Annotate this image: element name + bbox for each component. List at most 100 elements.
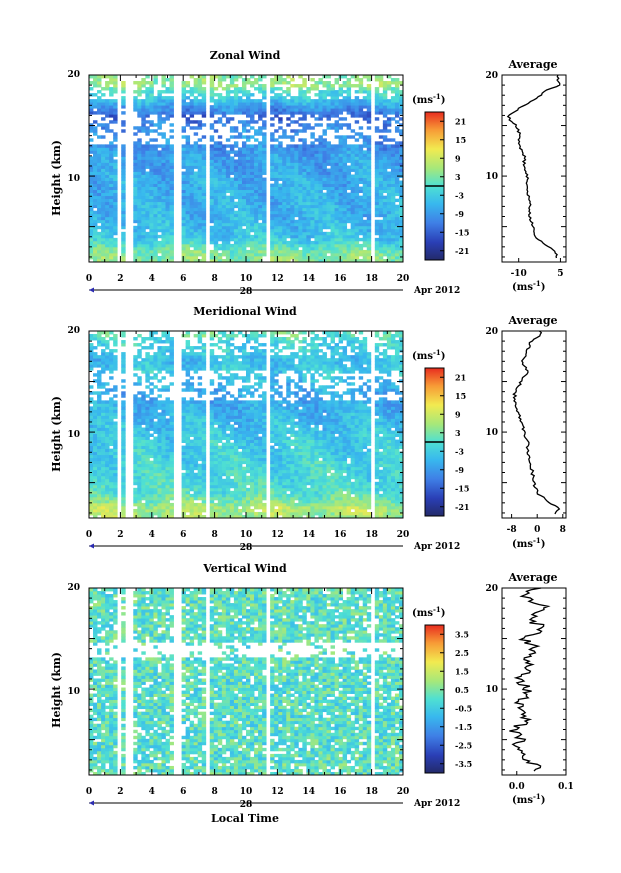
heatmap-cell — [161, 430, 166, 434]
heatmap-cell — [394, 219, 400, 224]
heatmap-cell — [362, 159, 368, 163]
heatmap-cell — [133, 180, 138, 184]
heatmap-cell — [378, 246, 384, 251]
heatmap-cell — [374, 225, 380, 230]
heatmap-cell — [193, 427, 199, 431]
heatmap-cell — [97, 171, 102, 175]
heatmap-cell — [330, 210, 335, 215]
heatmap-cell — [217, 165, 223, 169]
heatmap-cell — [246, 90, 251, 94]
heatmap-cell — [290, 204, 295, 209]
heatmap-cell — [165, 162, 170, 166]
heatmap-cell — [306, 177, 311, 181]
heatmap-cell — [330, 192, 335, 197]
heatmap-cell — [290, 159, 295, 163]
heatmap-cell — [241, 90, 247, 94]
heatmap-cell — [193, 213, 199, 218]
heatmap-cell — [217, 141, 223, 145]
heatmap-cell — [185, 213, 191, 218]
heatmap-cell — [137, 463, 142, 468]
heatmap-cell — [145, 105, 150, 109]
heatmap-cell — [157, 442, 162, 447]
heatmap-cell — [161, 496, 166, 501]
heatmap-cell — [197, 448, 203, 453]
heatmap-cell — [390, 231, 396, 236]
heatmap-cell — [185, 111, 191, 115]
heatmap-cell — [294, 84, 299, 88]
heatmap-cell — [298, 192, 303, 197]
heatmap-cell — [121, 213, 126, 218]
heatmap-cell — [197, 252, 203, 257]
heatmap-cell — [338, 135, 344, 139]
heatmap-cell — [258, 114, 263, 118]
heatmap-cell — [237, 135, 243, 139]
heatmap-cell — [221, 249, 227, 254]
heatmap-cell — [282, 195, 287, 200]
heatmap-cell — [113, 135, 118, 139]
heatmap-cell — [246, 216, 251, 221]
heatmap-cell — [362, 162, 368, 166]
heatmap-cell — [105, 180, 110, 184]
heatmap-cell — [386, 150, 392, 154]
heatmap-cell — [213, 186, 219, 191]
heatmap-cell — [241, 234, 247, 239]
heatmap-cell — [97, 481, 102, 486]
heatmap-cell — [233, 246, 239, 251]
heatmap-cell — [169, 195, 174, 200]
heatmap-cell — [366, 75, 372, 79]
heatmap-cell — [121, 219, 126, 224]
heatmap-cell — [101, 370, 106, 374]
heatmap-cell — [197, 511, 203, 516]
heatmap-cell — [378, 189, 384, 194]
heatmap-cell — [165, 198, 170, 203]
heatmap-cell — [141, 427, 146, 431]
heatmap-cell — [310, 141, 315, 145]
x-tick-label: -10 — [511, 269, 527, 279]
heatmap-cell — [153, 111, 158, 115]
heatmap-cell — [145, 364, 150, 368]
heatmap-cell — [262, 207, 267, 212]
heatmap-cell — [294, 156, 299, 160]
heatmap-cell — [282, 258, 287, 263]
heatmap-cell — [109, 114, 114, 118]
heatmap-cell — [149, 93, 154, 97]
heatmap-cell — [101, 201, 106, 206]
heatmap-cell — [246, 195, 251, 200]
heatmap-cell — [101, 463, 106, 468]
heatmap-cell — [346, 186, 352, 191]
heatmap-cell — [141, 180, 146, 184]
heatmap-cell — [165, 192, 170, 197]
heatmap-cell — [137, 93, 142, 97]
heatmap-cell — [346, 237, 352, 242]
heatmap-cell — [318, 96, 323, 100]
heatmap-cell — [193, 388, 199, 392]
heatmap-cell — [225, 75, 231, 79]
heatmap-cell — [141, 213, 146, 218]
heatmap-cell — [330, 153, 335, 157]
heatmap-cell — [254, 81, 259, 85]
heatmap-cell — [233, 96, 239, 100]
heatmap-cell — [197, 246, 203, 251]
heatmap-cell — [121, 466, 126, 471]
heatmap-cell — [161, 207, 166, 212]
heatmap-cell — [314, 138, 319, 142]
heatmap-cell — [197, 204, 203, 209]
heatmap-cell — [270, 144, 275, 148]
heatmap-cell — [366, 225, 372, 230]
heatmap-cell — [350, 201, 356, 206]
heatmap-cell — [141, 117, 146, 121]
heatmap-cell — [258, 213, 263, 218]
heatmap-cell — [165, 337, 170, 341]
heatmap-cell — [105, 114, 110, 118]
heatmap-cell — [254, 150, 259, 154]
heatmap-cell — [350, 108, 356, 112]
heatmap-cell — [93, 406, 98, 410]
heatmap-cell — [362, 213, 368, 218]
heatmap-cell — [89, 334, 94, 338]
heatmap-cell — [121, 499, 126, 504]
heatmap-cell — [197, 171, 203, 175]
heatmap-cell — [378, 99, 384, 103]
heatmap-cell — [386, 222, 392, 227]
heatmap-cell — [169, 367, 174, 371]
heatmap-cell — [322, 156, 327, 160]
